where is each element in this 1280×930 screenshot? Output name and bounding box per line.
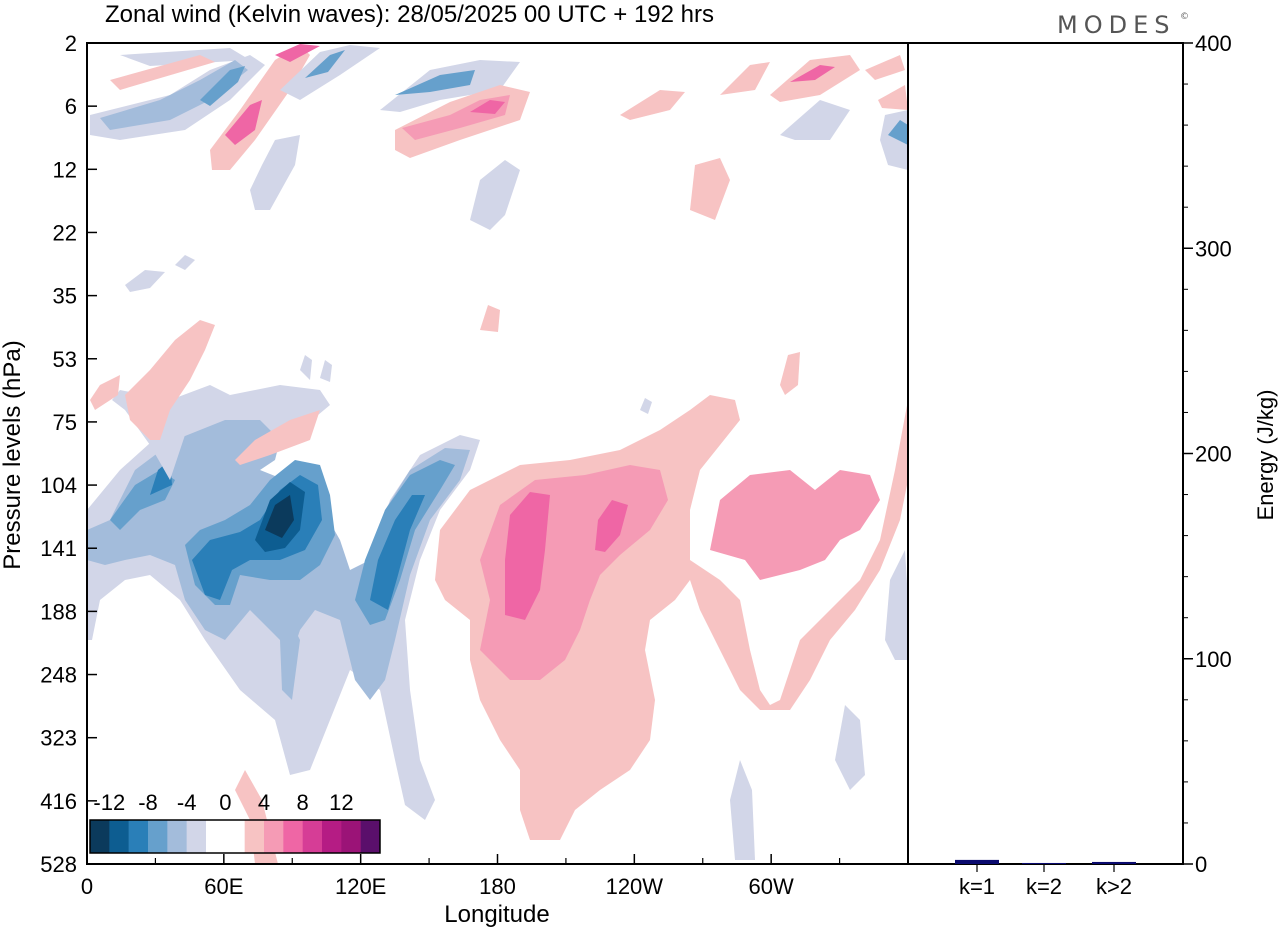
y-tick-label: 22: [53, 220, 77, 245]
y-tick-label: 104: [40, 473, 77, 498]
y-tick-label: 323: [40, 726, 77, 751]
negative-anomaly-west: [87, 355, 908, 860]
svg-text:MODES: MODES: [1057, 11, 1175, 39]
energy-bar: [955, 859, 999, 864]
modes-logo: MODES ©: [1057, 11, 1195, 39]
energy-bar: [1092, 861, 1136, 864]
colorbar: -12 -8 -4 0 4 8 12: [89, 790, 381, 854]
y-tick-label: 141: [40, 536, 77, 561]
x-axis-label: Longitude: [444, 901, 549, 928]
chart-title: Zonal wind (Kelvin waves): 28/05/2025 00…: [105, 1, 714, 28]
energy-tick-label: 200: [1195, 442, 1232, 467]
colorbar-cell: [109, 820, 129, 853]
x-tick-label: 120E: [335, 874, 386, 899]
category-label: k=1: [959, 874, 995, 899]
colorbar-label: 0: [219, 790, 231, 815]
y-tick-label: 248: [40, 663, 77, 688]
x-axis-wavenumber: k=1 k=2 k>2: [959, 864, 1132, 899]
y-axis-energy: 0 100 200 300 400: [1183, 31, 1232, 877]
energy-axis-label: Energy (J/kg): [1253, 390, 1278, 521]
x-tick-label: 120W: [606, 874, 664, 899]
category-label: k=2: [1026, 874, 1062, 899]
colorbar-cell: [148, 820, 168, 853]
svg-text:©: ©: [1180, 12, 1195, 22]
contour-field: [87, 43, 908, 864]
energy-tick-label: 300: [1195, 236, 1232, 261]
y-axis-pressure: 2 6 12 22 35 53 75 104 141 188 248 323 416 528: [40, 31, 97, 877]
upper-features: [90, 44, 908, 395]
y-axis-label: Pressure levels (hPa): [0, 340, 26, 569]
energy-bar: [1022, 862, 1066, 864]
colorbar-label: 8: [297, 790, 309, 815]
y-tick-label: 12: [53, 157, 77, 182]
x-axis-longitude: 0 60E 120E 180 120W 60W: [81, 854, 841, 899]
x-tick-label: 60E: [204, 874, 243, 899]
energy-plot-frame: [907, 42, 1184, 865]
x-tick-label: 0: [81, 874, 93, 899]
colorbar-label: -12: [93, 790, 125, 815]
colorbar-cell: [225, 820, 245, 853]
colorbar-label: -4: [177, 790, 197, 815]
x-tick-label: 180: [479, 874, 516, 899]
y-tick-label: 2: [65, 31, 77, 56]
y-tick-label: 53: [53, 347, 77, 372]
colorbar-cell: [90, 820, 110, 853]
y-tick-label: 6: [65, 94, 77, 119]
colorbar-cell: [128, 820, 149, 853]
colorbar-label: 4: [258, 790, 270, 815]
colorbar-cell: [186, 820, 207, 853]
positive-anomaly-east: [90, 320, 908, 864]
colorbar-cell: [244, 820, 265, 853]
colorbar-label: -8: [138, 790, 158, 815]
colorbar-cell: [302, 820, 323, 853]
y-tick-label: 35: [53, 284, 77, 309]
colorbar-cell: [283, 820, 303, 853]
y-tick-label: 416: [40, 789, 77, 814]
energy-panel: [907, 42, 1184, 865]
y-tick-label: 528: [40, 852, 77, 877]
colorbar-cell: [264, 820, 284, 853]
colorbar-cell: [360, 820, 381, 853]
x-tick-label: 60W: [749, 874, 794, 899]
energy-tick-label: 400: [1195, 31, 1232, 56]
energy-tick-label: 0: [1195, 852, 1207, 877]
y-tick-label: 75: [53, 410, 77, 435]
colorbar-cell: [206, 820, 226, 853]
energy-tick-label: 100: [1195, 647, 1232, 672]
colorbar-label: 12: [329, 790, 353, 815]
colorbar-cell: [167, 820, 187, 853]
colorbar-cell: [322, 820, 342, 853]
y-tick-label: 188: [40, 599, 77, 624]
colorbar-cell: [341, 820, 361, 853]
category-label: k>2: [1096, 874, 1132, 899]
